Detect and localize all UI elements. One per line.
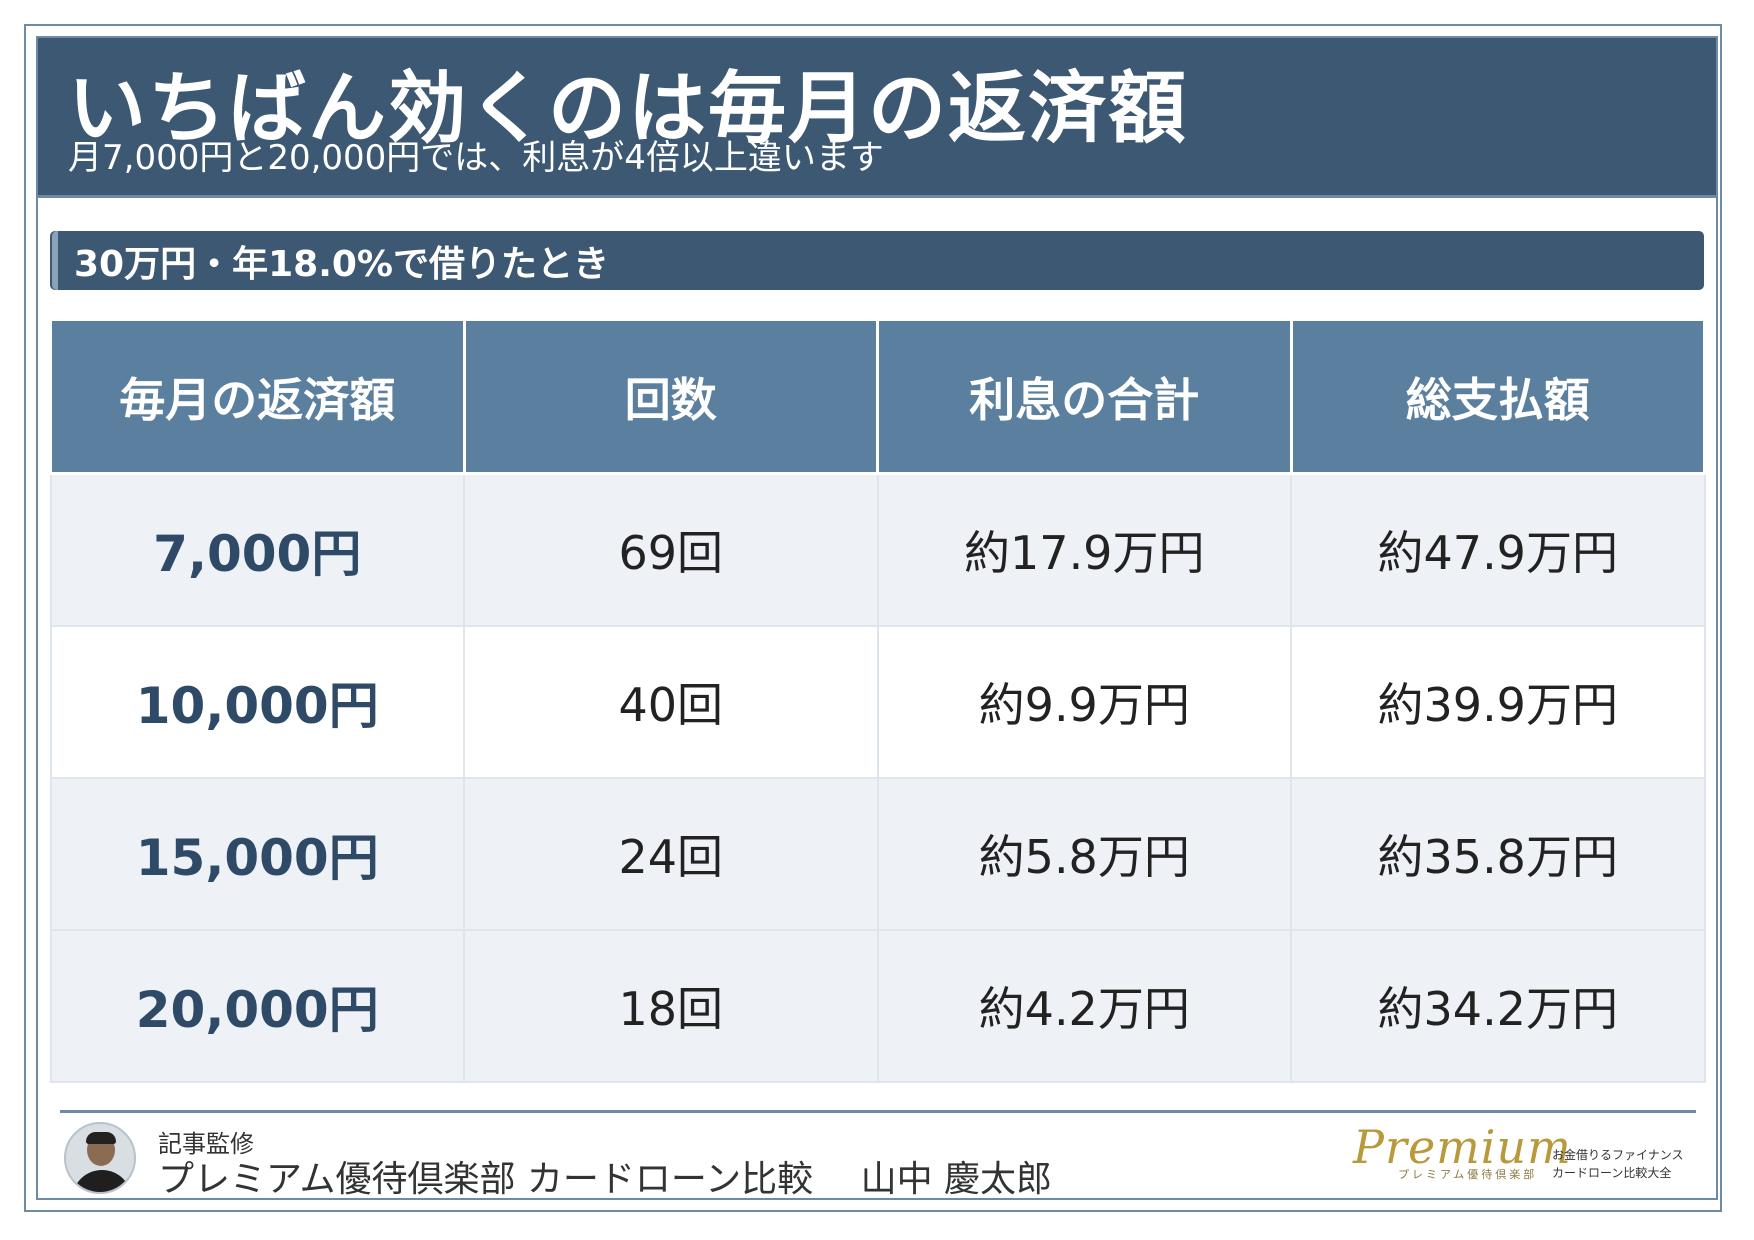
monthly-payment-cell: 20,000円: [49, 929, 465, 1083]
header-count: 回数: [462, 318, 879, 475]
supervisor-avatar: [64, 1122, 136, 1194]
page-title: いちばん効くのは毎月の返済額: [68, 64, 1189, 154]
outer-frame: [24, 24, 1722, 1212]
count-cell: 18回: [463, 929, 879, 1083]
count-cell: 24回: [463, 777, 879, 931]
header-banner: いちばん効くのは毎月の返済額 月7,000円と20,000円では、利息が4倍以上…: [38, 38, 1716, 198]
total-cell: 約47.9万円: [1290, 472, 1706, 627]
table-row: 20,000円 18回 約4.2万円 約34.2万円: [49, 929, 1706, 1083]
avatar-hair-shape: [86, 1132, 116, 1144]
repayment-table: 毎月の返済額 回数 利息の合計 総支払額 7,000円 69回 約17.9万円 …: [49, 318, 1706, 1083]
header-interest-total: 利息の合計: [876, 318, 1293, 475]
footer-divider: [60, 1110, 1696, 1113]
interest-cell: 約4.2万円: [876, 929, 1292, 1083]
table-header-row: 毎月の返済額 回数 利息の合計 総支払額: [49, 318, 1706, 475]
interest-cell: 約17.9万円: [876, 472, 1292, 627]
total-cell: 約34.2万円: [1290, 929, 1706, 1083]
supervise-label: 記事監修: [158, 1130, 254, 1158]
header-monthly-payment: 毎月の返済額: [49, 318, 466, 475]
supervisor-name: プレミアム優待倶楽部 カードローン比較 山中 慶太郎: [158, 1159, 1053, 1200]
count-cell: 69回: [463, 472, 879, 627]
total-cell: 約35.8万円: [1290, 777, 1706, 931]
table-row: 10,000円 40回 約9.9万円 約39.9万円: [49, 625, 1706, 779]
table-row: 7,000円 69回 約17.9万円 約47.9万円: [49, 472, 1706, 627]
monthly-payment-cell: 15,000円: [49, 777, 465, 931]
band-accent: [52, 231, 58, 290]
total-cell: 約39.9万円: [1290, 625, 1706, 779]
page-subtitle: 月7,000円と20,000円では、利息が4倍以上違います: [68, 138, 884, 178]
monthly-payment-cell: 7,000円: [49, 472, 465, 627]
premium-logo: Premium: [1353, 1120, 1572, 1174]
logo-subtext: プレミアム優待倶楽部: [1398, 1168, 1538, 1181]
table-row: 15,000円 24回 約5.8万円 約35.8万円: [49, 777, 1706, 931]
condition-text: 30万円・年18.0%で借りたとき: [74, 244, 609, 285]
interest-cell: 約5.8万円: [876, 777, 1292, 931]
interest-cell: 約9.9万円: [876, 625, 1292, 779]
count-cell: 40回: [463, 625, 879, 779]
avatar-body-shape: [72, 1170, 132, 1192]
header-total-payment: 総支払額: [1289, 318, 1706, 475]
logo-tagline-2: カードローン比較大全: [1552, 1166, 1672, 1180]
monthly-payment-cell: 10,000円: [49, 625, 465, 779]
logo-tagline-1: お金借りるファイナンス: [1552, 1148, 1684, 1162]
condition-band: 30万円・年18.0%で借りたとき: [50, 231, 1704, 290]
